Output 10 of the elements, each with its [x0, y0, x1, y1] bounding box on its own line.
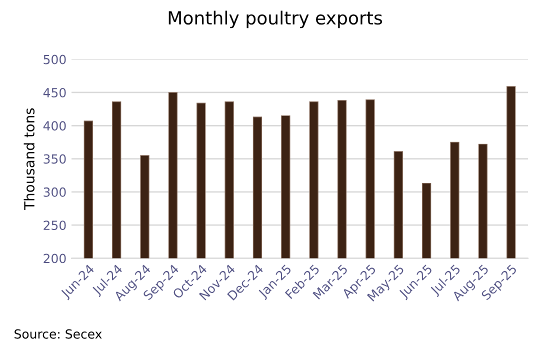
y-tick-label: 350	[44, 154, 66, 164]
source-note: Source: Secex	[14, 329, 102, 339]
y-tick-label: 200	[44, 254, 66, 264]
y-tick-label: 250	[44, 220, 66, 230]
chart-title: Monthly poultry exports	[168, 10, 382, 28]
y-tick-label: 450	[43, 88, 66, 98]
y-axis-title: Thousand tons	[24, 108, 35, 210]
y-tick-label: 300	[44, 187, 66, 197]
y-tick-label: 400	[43, 121, 66, 131]
y-tick-label: 500	[44, 54, 66, 64]
